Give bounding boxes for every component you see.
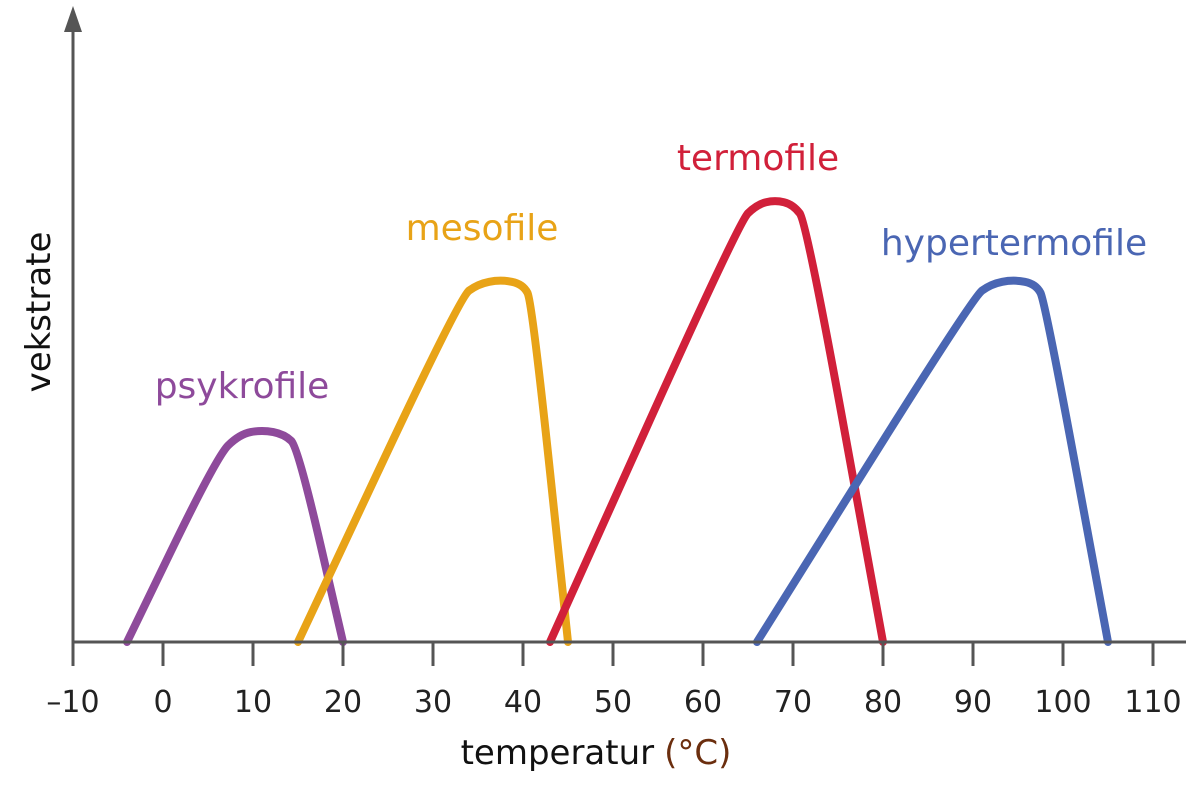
x-tick-label: 40: [504, 685, 542, 720]
x-axis-title: temperatur (°C): [461, 733, 732, 773]
series-line-termofile: [546, 197, 887, 646]
series-label-hypertermofile: hypertermofile: [881, 223, 1147, 264]
x-tick-label: 80: [864, 685, 902, 720]
axes-layer: [64, 6, 1186, 644]
series-line-mesofile: [294, 276, 572, 646]
x-tick-label: 60: [684, 685, 722, 720]
series-label-termofile: termofile: [677, 138, 839, 179]
x-tick-label: 30: [414, 685, 452, 720]
x-axis-title-text: temperatur: [461, 733, 655, 773]
y-axis-arrow-icon: [64, 6, 82, 32]
x-tick-label: 100: [1034, 685, 1091, 720]
x-axis-unit: (°C): [664, 733, 731, 773]
x-tick-label: –10: [46, 685, 99, 720]
y-axis-title: vekstrate: [19, 232, 59, 393]
x-tick-label: 90: [954, 685, 992, 720]
x-tick-label: 20: [324, 685, 362, 720]
series-label-psykrofile: psykrofile: [155, 366, 330, 407]
series-layer: [123, 197, 1112, 646]
x-tick-label: 70: [774, 685, 812, 720]
x-tick-label: 50: [594, 685, 632, 720]
x-tick-label: 10: [234, 685, 272, 720]
series-line-hypertermofile: [753, 276, 1112, 646]
x-tick-label: 0: [153, 685, 172, 720]
series-label-mesofile: mesofile: [406, 208, 559, 249]
ticks-layer: –10 0 10 20 30 40 50 60 70 80 90 100 110: [46, 642, 1182, 720]
labels-layer: psykrofile mesofile termofile hypertermofil…: [155, 138, 1147, 407]
series-line-psykrofile: [123, 426, 347, 646]
x-tick-label: 110: [1124, 685, 1181, 720]
